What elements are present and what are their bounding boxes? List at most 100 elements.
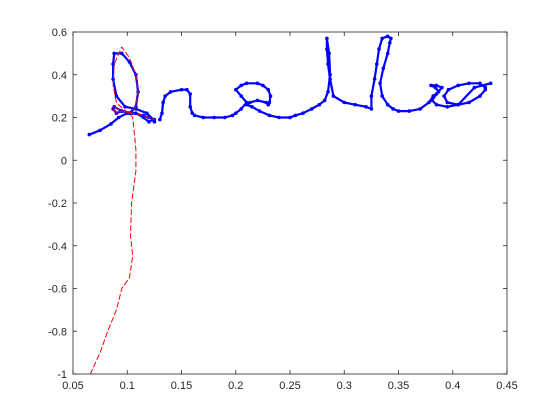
data-point: [188, 92, 192, 96]
data-point: [190, 111, 195, 115]
data-point: [467, 100, 471, 105]
data-point: [147, 120, 151, 124]
data-point: [248, 100, 252, 105]
y-ticks: -1 -0.8 -0.6 -0.4 -0.2 0 0.2 0.4 0.6: [48, 27, 507, 381]
data-point: [434, 102, 439, 107]
data-point: [442, 94, 446, 98]
y-tick-label: 0.6: [52, 27, 67, 39]
x-ticks: 0.05 0.1 0.15 0.2 0.25 0.3 0.35 0.4 0.45: [62, 32, 518, 392]
data-point: [431, 94, 436, 98]
data-point: [111, 62, 115, 66]
data-point: [261, 83, 265, 88]
data-point: [230, 113, 235, 118]
y-tick-label: -1: [57, 369, 67, 381]
data-point: [317, 102, 322, 107]
data-point: [378, 81, 382, 86]
data-point: [391, 107, 395, 111]
data-point: [456, 83, 461, 88]
data-point: [328, 77, 332, 81]
data-point: [160, 111, 164, 115]
data-point: [325, 36, 329, 41]
data-point: [478, 94, 482, 98]
data-point: [212, 115, 216, 120]
y-tick-label: 0.4: [52, 70, 67, 82]
data-point: [266, 87, 271, 92]
data-point: [234, 111, 238, 115]
data-point: [239, 107, 243, 111]
y-tick-label: 0.2: [52, 113, 67, 125]
data-point: [116, 115, 121, 120]
data-point: [396, 109, 401, 113]
data-point: [244, 81, 249, 86]
data-point: [369, 94, 374, 98]
x-tick-label: 0.45: [496, 380, 517, 392]
data-point: [250, 105, 254, 109]
y-tick-label: -0.2: [48, 198, 67, 210]
data-point: [161, 100, 165, 105]
data-point: [123, 105, 127, 109]
data-point: [427, 100, 431, 105]
x-tick-label: 0.05: [62, 380, 83, 392]
data-point: [327, 51, 331, 56]
data-point: [372, 77, 377, 81]
data-point: [429, 83, 433, 88]
x-tick-label: 0.25: [279, 380, 300, 392]
data-point: [364, 105, 368, 109]
data-point: [369, 107, 374, 111]
data-point: [277, 115, 281, 120]
data-point: [385, 34, 390, 39]
data-point: [381, 66, 386, 71]
data-point: [234, 87, 238, 92]
data-point: [446, 87, 451, 92]
x-tick-label: 0.15: [171, 380, 192, 392]
data-point: [179, 87, 184, 92]
data-point: [152, 120, 157, 124]
data-point: [109, 122, 113, 126]
data-point: [322, 98, 327, 103]
data-point: [163, 94, 167, 98]
data-point: [268, 94, 273, 98]
data-point: [201, 115, 205, 120]
y-tick-label: -0.8: [48, 326, 67, 338]
data-point: [264, 100, 268, 105]
data-point: [301, 111, 305, 115]
data-point: [255, 98, 260, 103]
data-point: [293, 113, 298, 118]
data-point: [342, 100, 347, 105]
data-point: [472, 85, 477, 90]
x-tick-label: 0.35: [388, 380, 409, 392]
data-point: [239, 83, 243, 88]
data-point: [257, 109, 262, 113]
data-point: [158, 117, 162, 122]
data-point: [488, 81, 493, 86]
x-tick-label: 0.3: [337, 380, 352, 392]
data-point: [326, 90, 330, 94]
data-point: [388, 40, 392, 45]
data-point: [145, 111, 149, 115]
data-point: [331, 94, 336, 98]
data-point: [407, 109, 412, 113]
data-point: [185, 87, 189, 92]
data-point: [326, 62, 330, 66]
data-point: [255, 81, 260, 86]
data-point: [112, 51, 116, 56]
y-tick-label: -0.4: [48, 241, 67, 253]
series-1-line: [89, 46, 155, 375]
data-point: [377, 47, 381, 51]
data-point: [430, 98, 434, 103]
data-point: [389, 36, 393, 41]
data-point: [375, 62, 379, 66]
data-point: [239, 94, 243, 98]
data-point: [288, 115, 292, 120]
x-tick-label: 0.1: [120, 380, 135, 392]
data-point: [141, 113, 146, 118]
data-point: [445, 105, 450, 109]
data-point: [445, 100, 450, 105]
data-point: [380, 36, 385, 41]
data-point: [328, 73, 332, 77]
data-point: [98, 128, 102, 133]
x-tick-label: 0.2: [228, 380, 243, 392]
data-point: [87, 132, 92, 137]
